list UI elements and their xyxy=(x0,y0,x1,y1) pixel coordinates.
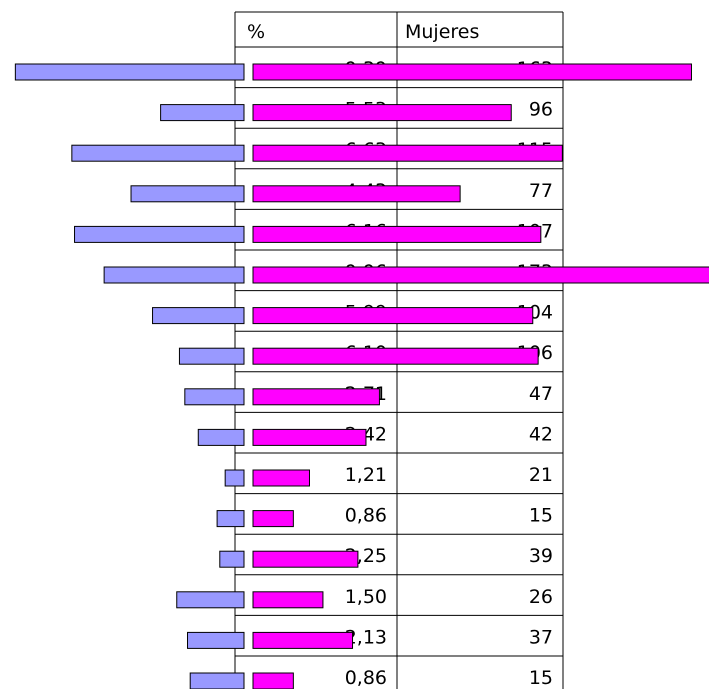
mujeres-bar xyxy=(252,631,354,649)
cell: 42 xyxy=(529,423,553,445)
cell: 15 xyxy=(529,505,553,527)
hombres-bar xyxy=(197,428,245,446)
mujeres-bar xyxy=(252,185,461,203)
cell: 1,21 xyxy=(345,464,387,486)
cell: 39 xyxy=(529,545,553,567)
cell: 96 xyxy=(529,99,553,121)
hombres-bar xyxy=(176,591,245,609)
cell: 0,86 xyxy=(345,505,387,527)
hombres-bar xyxy=(219,550,245,568)
mujeres-bar xyxy=(252,266,709,284)
mujeres-bar xyxy=(252,672,294,689)
mujeres-bar xyxy=(252,63,692,81)
cell: 1,50 xyxy=(345,586,387,608)
mujeres-bar xyxy=(252,144,563,162)
mujeres-bar xyxy=(252,225,542,243)
cell: 26 xyxy=(529,586,553,608)
hombres-bar xyxy=(216,510,245,528)
mujeres-bar xyxy=(252,347,539,365)
hombres-bar xyxy=(74,225,245,243)
cell: 77 xyxy=(529,180,553,202)
mujeres-bar xyxy=(252,428,367,446)
hombres-bar xyxy=(178,347,245,365)
hombres-bar xyxy=(152,307,245,325)
hombres-bar xyxy=(71,144,245,162)
hombres-bar xyxy=(160,104,245,122)
cell: 21 xyxy=(529,464,553,486)
mujeres-bar xyxy=(252,388,380,406)
hombres-bar xyxy=(14,63,245,81)
hombres-bar xyxy=(187,631,245,649)
header-cell: Mujeres xyxy=(405,21,479,43)
mujeres-bar xyxy=(252,307,534,325)
cell: 37 xyxy=(529,626,553,648)
hombres-bar xyxy=(189,672,245,689)
mujeres-bar xyxy=(252,591,324,609)
hombres-bar xyxy=(224,469,245,487)
hombres-bar xyxy=(130,185,245,203)
hombres-bar xyxy=(184,388,245,406)
hombres-bar xyxy=(103,266,245,284)
mujeres-bar xyxy=(252,469,310,487)
mujeres-bar xyxy=(252,550,359,568)
mujeres-bar xyxy=(252,510,294,528)
cell: 15 xyxy=(529,667,553,689)
cell: 0,86 xyxy=(345,667,387,689)
mujeres-bar xyxy=(252,104,512,122)
cell: 2,13 xyxy=(345,626,387,648)
cell: 47 xyxy=(529,383,553,405)
header-cell: % xyxy=(247,21,265,43)
